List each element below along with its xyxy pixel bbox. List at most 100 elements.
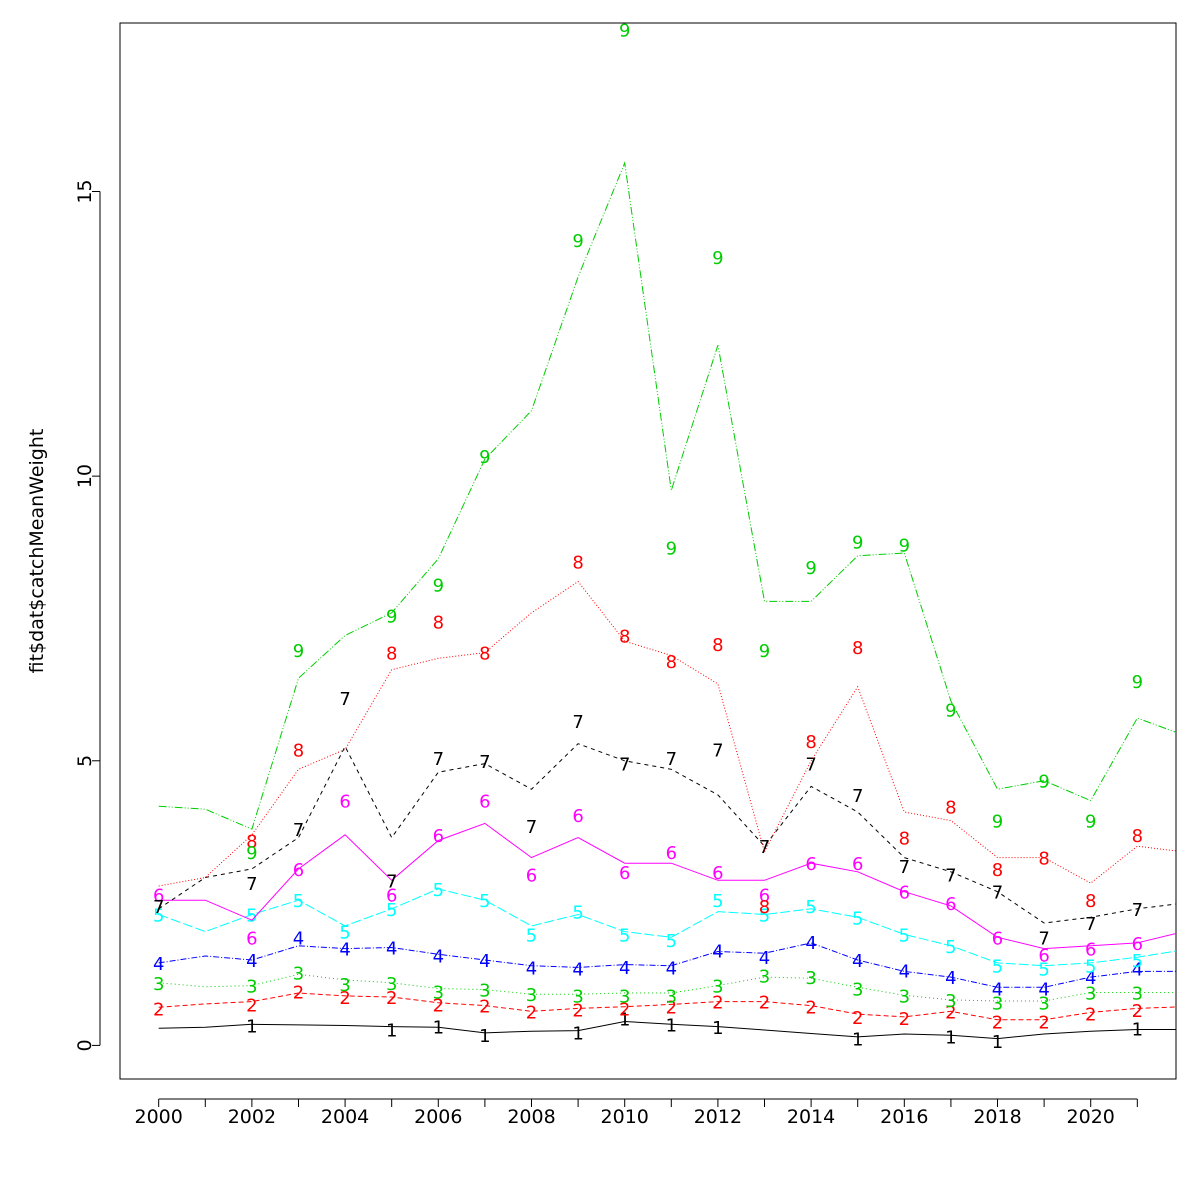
data-point-label: 5 bbox=[1038, 960, 1049, 981]
data-point-label: 6 bbox=[712, 863, 723, 884]
data-point-label: 1 bbox=[945, 1027, 956, 1048]
data-point-label: 8 bbox=[666, 652, 677, 673]
data-point-label: 8 bbox=[945, 797, 956, 818]
series-line-1 bbox=[158, 1020, 1176, 1040]
x-tick-label: 2016 bbox=[880, 1106, 928, 1128]
x-tick-label: 2014 bbox=[787, 1106, 835, 1128]
data-point-label: 3 bbox=[805, 968, 816, 989]
data-point-label: 4 bbox=[479, 951, 490, 972]
y-tick-label: 15 bbox=[74, 179, 96, 203]
data-point-label: 3 bbox=[479, 981, 490, 1002]
data-point-label: 7 bbox=[1132, 900, 1143, 921]
data-point-label: 9 bbox=[479, 447, 490, 468]
data-point-label: 6 bbox=[1132, 934, 1143, 955]
data-point-label: 7 bbox=[246, 874, 257, 895]
data-point-label: 6 bbox=[899, 883, 910, 904]
data-point-label: 7 bbox=[479, 752, 490, 773]
data-point-label: 8 bbox=[246, 831, 257, 852]
data-point-label: 6 bbox=[293, 860, 304, 881]
series-line-7 bbox=[158, 743, 1176, 924]
data-point-label: 6 bbox=[945, 894, 956, 915]
data-point-label: 1 bbox=[433, 1018, 444, 1039]
data-point-label: 4 bbox=[945, 968, 956, 989]
data-point-label: 4 bbox=[1132, 960, 1143, 981]
data-point-label: 6 bbox=[572, 806, 583, 827]
data-point-label: 4 bbox=[666, 958, 677, 979]
series-6: 6 6 6 6 6 6 6 6 6 6 6 6 6 6 6 6 6 6 6 6 6 bbox=[153, 792, 1176, 966]
series-line-8 bbox=[158, 580, 1176, 887]
data-point-label: 1 bbox=[712, 1018, 723, 1039]
data-point-label: 7 bbox=[712, 740, 723, 761]
data-point-label: 2 bbox=[852, 1008, 863, 1029]
data-point-label: 8 bbox=[479, 644, 490, 665]
data-point-label: 6 bbox=[992, 928, 1003, 949]
data-point-label: 2 bbox=[805, 998, 816, 1019]
data-point-label: 6 bbox=[526, 866, 537, 887]
data-point-label: 9 bbox=[992, 812, 1003, 833]
data-point-label: 1 bbox=[479, 1026, 490, 1047]
x-tick-label: 2010 bbox=[601, 1106, 649, 1128]
x-tick-label: 2018 bbox=[973, 1106, 1021, 1128]
data-point-label: 5 bbox=[805, 897, 816, 918]
series-5: 5 5 5 5 5 5 5 5 5 5 5 5 5 5 5 5 5 5 5 5 5 bbox=[153, 880, 1176, 981]
data-point-label: 6 bbox=[339, 792, 350, 813]
data-point-label: 2 bbox=[386, 988, 397, 1009]
data-point-label: 3 bbox=[712, 977, 723, 998]
x-axis: 2000 2002 2004 2006 2008 2010 2012 2014 2016 2018… bbox=[134, 1098, 1138, 1128]
data-point-label: 7 bbox=[1085, 914, 1096, 935]
data-point-label: 2 bbox=[479, 997, 490, 1018]
series-layer: 1 1 1 1 11 1 11 1 112 22 2 2 2 2 2 2 2 2 2 2 2 2 2 2 2 2 2 23 333 3 3 3… bbox=[153, 20, 1176, 1053]
data-point-label: 8 bbox=[712, 635, 723, 656]
y-axis: 0 5 10 15 bbox=[74, 179, 101, 1051]
data-point-label: 8 bbox=[433, 612, 444, 633]
data-point-label: 2 bbox=[712, 993, 723, 1014]
data-point-label: 2 bbox=[526, 1002, 537, 1023]
data-point-label: 1 bbox=[386, 1020, 397, 1041]
y-axis-label: fit$dat$catchMeanWeight bbox=[26, 429, 48, 674]
data-point-label: 5 bbox=[712, 891, 723, 912]
data-point-label: 3 bbox=[945, 991, 956, 1012]
data-point-label: 5 bbox=[572, 903, 583, 924]
data-point-label: 3 bbox=[433, 982, 444, 1003]
data-point-label: 5 bbox=[666, 931, 677, 952]
data-point-label: 7 bbox=[945, 866, 956, 887]
data-point-label: 1 bbox=[666, 1015, 677, 1036]
data-point-label: 9 bbox=[246, 843, 257, 864]
data-point-label: 2 bbox=[339, 988, 350, 1009]
data-point-label: 5 bbox=[293, 891, 304, 912]
data-point-label: 6 bbox=[619, 863, 630, 884]
data-point-label: 8 bbox=[293, 740, 304, 761]
data-point-label: 6 bbox=[433, 826, 444, 847]
data-point-label: 2 bbox=[572, 1001, 583, 1022]
data-point-label: 7 bbox=[852, 786, 863, 807]
data-point-label: 6 bbox=[246, 928, 257, 949]
data-point-label: 5 bbox=[759, 905, 770, 926]
data-point-label: 7 bbox=[1038, 928, 1049, 949]
data-point-label: 5 bbox=[386, 900, 397, 921]
data-point-label: 4 bbox=[526, 958, 537, 979]
data-point-label: 9 bbox=[899, 535, 910, 556]
data-point-label: 3 bbox=[386, 974, 397, 995]
data-point-label: 5 bbox=[945, 937, 956, 958]
series-line-9 bbox=[158, 161, 1176, 830]
data-point-label: 8 bbox=[852, 638, 863, 659]
data-point-label: 5 bbox=[246, 905, 257, 926]
data-point-label: 7 bbox=[666, 749, 677, 770]
data-point-label: 9 bbox=[1038, 772, 1049, 793]
data-point-label: 8 bbox=[572, 553, 583, 574]
data-point-label: 7 bbox=[433, 749, 444, 770]
data-point-label: 2 bbox=[899, 1009, 910, 1030]
data-point-label: 3 bbox=[339, 975, 350, 996]
x-tick-label: 2002 bbox=[228, 1106, 276, 1128]
series-7: 7 7 7 7 7 7 7 7 7 7 7 7 7 7 7 7 7 7 7 7 7 bbox=[153, 689, 1176, 949]
data-point-label: 4 bbox=[852, 951, 863, 972]
data-point-label: 9 bbox=[712, 248, 723, 269]
data-point-label: 4 bbox=[293, 928, 304, 949]
data-point-label: 6 bbox=[759, 886, 770, 907]
data-point-label: 9 bbox=[619, 20, 630, 41]
data-point-label: 2 bbox=[293, 982, 304, 1003]
data-point-label: 7 bbox=[899, 857, 910, 878]
data-point-label: 3 bbox=[619, 986, 630, 1007]
plot-frame bbox=[119, 22, 1177, 1080]
